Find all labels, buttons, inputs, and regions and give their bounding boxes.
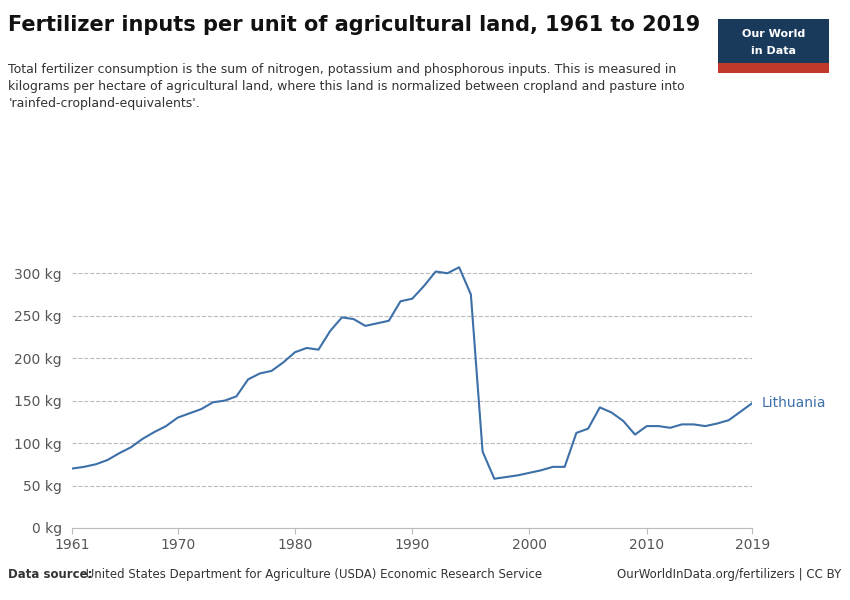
- Text: OurWorldInData.org/fertilizers | CC BY: OurWorldInData.org/fertilizers | CC BY: [617, 568, 842, 581]
- Text: Fertilizer inputs per unit of agricultural land, 1961 to 2019: Fertilizer inputs per unit of agricultur…: [8, 15, 700, 35]
- Text: Lithuania: Lithuania: [762, 396, 826, 410]
- FancyBboxPatch shape: [718, 64, 829, 73]
- Text: in Data: in Data: [751, 46, 796, 56]
- Text: Our World: Our World: [742, 29, 805, 40]
- FancyBboxPatch shape: [718, 19, 829, 73]
- Text: United States Department for Agriculture (USDA) Economic Research Service: United States Department for Agriculture…: [82, 568, 541, 581]
- Text: Total fertilizer consumption is the sum of nitrogen, potassium and phosphorous i: Total fertilizer consumption is the sum …: [8, 63, 685, 110]
- Text: Data source:: Data source:: [8, 568, 93, 581]
